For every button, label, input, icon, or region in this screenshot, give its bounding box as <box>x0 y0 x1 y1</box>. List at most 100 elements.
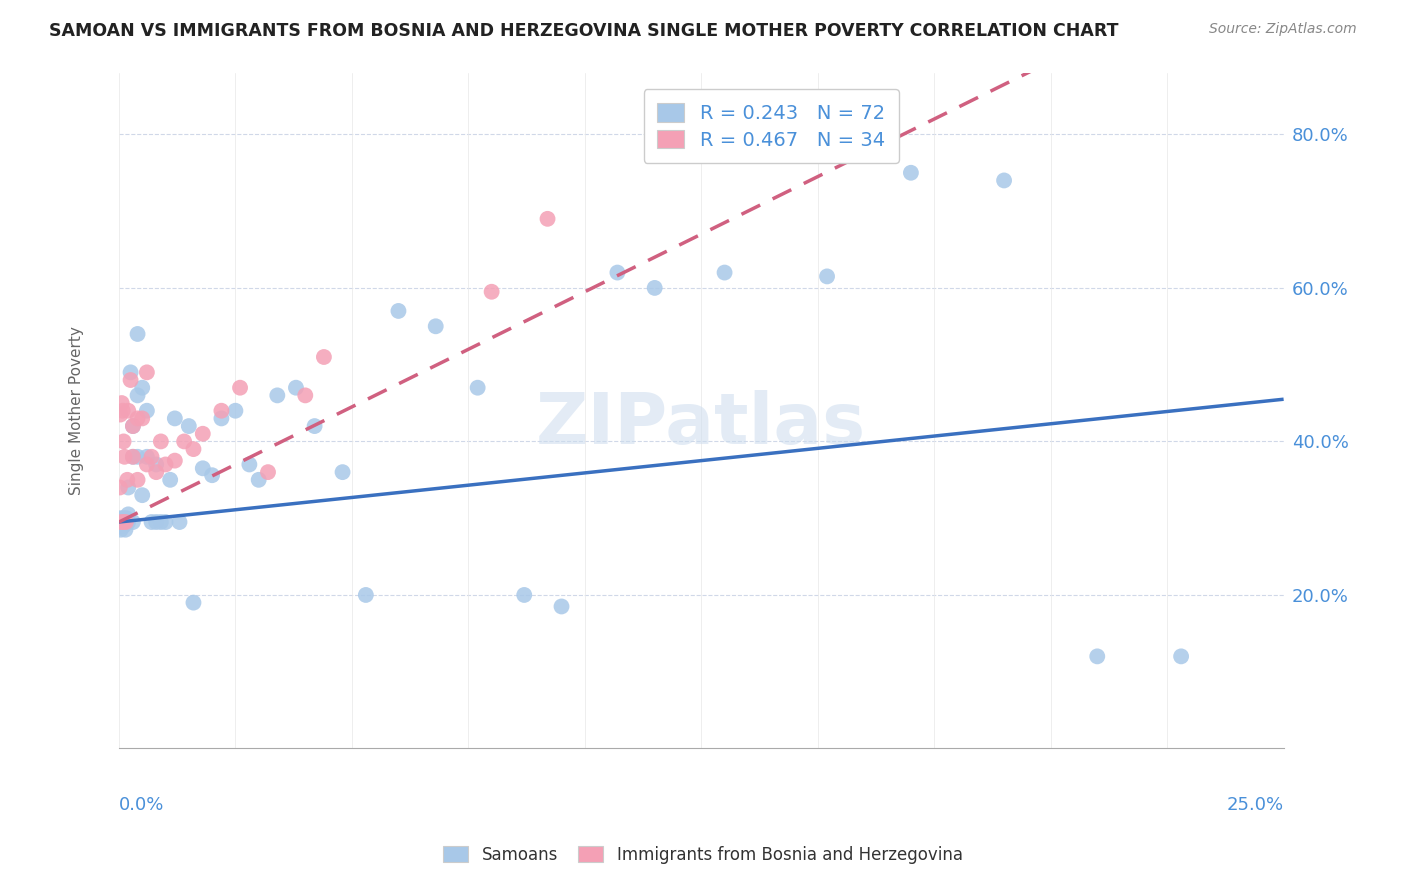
Point <box>112 434 135 449</box>
Point <box>114 515 136 529</box>
Point <box>112 511 135 525</box>
Point <box>111 515 134 529</box>
Point <box>191 461 214 475</box>
Point <box>127 411 149 425</box>
Point <box>149 515 172 529</box>
Point <box>425 319 447 334</box>
Point <box>117 473 139 487</box>
Point <box>108 515 131 529</box>
Point <box>191 426 214 441</box>
Point <box>131 411 153 425</box>
Point <box>111 403 134 417</box>
Point <box>387 304 409 318</box>
Point <box>229 381 252 395</box>
Point <box>481 285 503 299</box>
Point <box>135 403 157 417</box>
Point <box>467 381 489 395</box>
Point <box>122 450 145 464</box>
Point <box>115 511 138 525</box>
Point <box>155 458 177 472</box>
Point <box>112 515 135 529</box>
Point <box>1085 649 1108 664</box>
Point <box>201 468 224 483</box>
Point <box>110 408 132 422</box>
Point <box>815 269 838 284</box>
Text: 25.0%: 25.0% <box>1226 796 1284 814</box>
Point <box>536 211 558 226</box>
Legend: Samoans, Immigrants from Bosnia and Herzegovina: Samoans, Immigrants from Bosnia and Herz… <box>437 839 969 871</box>
Point <box>111 519 134 533</box>
Point <box>135 365 157 379</box>
Point <box>120 365 142 379</box>
Point <box>108 481 131 495</box>
Point <box>169 515 191 529</box>
Point <box>312 350 335 364</box>
Point <box>183 442 205 456</box>
Text: SAMOAN VS IMMIGRANTS FROM BOSNIA AND HERZEGOVINA SINGLE MOTHER POVERTY CORRELATI: SAMOAN VS IMMIGRANTS FROM BOSNIA AND HER… <box>49 22 1119 40</box>
Point <box>209 403 232 417</box>
Point <box>117 515 139 529</box>
Point <box>550 599 572 614</box>
Point <box>112 515 135 529</box>
Point <box>110 515 132 529</box>
Point <box>173 434 195 449</box>
Point <box>1170 649 1192 664</box>
Point <box>238 458 260 472</box>
Point <box>266 388 288 402</box>
Point <box>117 515 139 529</box>
Point <box>127 326 149 341</box>
Point <box>644 281 666 295</box>
Point <box>135 450 157 464</box>
Point <box>131 381 153 395</box>
Point <box>127 388 149 402</box>
Text: Source: ZipAtlas.com: Source: ZipAtlas.com <box>1209 22 1357 37</box>
Point <box>141 515 163 529</box>
Text: 0.0%: 0.0% <box>120 796 165 814</box>
Point <box>122 515 145 529</box>
Point <box>163 411 186 425</box>
Point <box>177 419 200 434</box>
Point <box>141 450 163 464</box>
Point <box>993 173 1015 187</box>
Point <box>145 458 167 472</box>
Point <box>115 515 138 529</box>
Point <box>115 515 138 529</box>
Point <box>114 515 136 529</box>
Legend: R = 0.243   N = 72, R = 0.467   N = 34: R = 0.243 N = 72, R = 0.467 N = 34 <box>644 89 898 163</box>
Text: ZIPatlas: ZIPatlas <box>536 390 866 458</box>
Point <box>247 473 270 487</box>
Point <box>163 453 186 467</box>
Point <box>900 166 922 180</box>
Point <box>513 588 536 602</box>
Point <box>159 473 181 487</box>
Point <box>304 419 326 434</box>
Point <box>110 523 132 537</box>
Point <box>354 588 377 602</box>
Point <box>131 488 153 502</box>
Point <box>145 465 167 479</box>
Point <box>224 403 246 417</box>
Point <box>111 515 134 529</box>
Point <box>606 266 628 280</box>
Point <box>209 411 232 425</box>
Point <box>111 396 134 410</box>
Point <box>110 511 132 525</box>
Point <box>117 481 139 495</box>
Point <box>110 515 132 529</box>
Point <box>155 515 177 529</box>
Point <box>122 419 145 434</box>
Point <box>713 266 735 280</box>
Point <box>257 465 280 479</box>
Point <box>294 388 316 402</box>
Point <box>122 419 145 434</box>
Y-axis label: Single Mother Poverty: Single Mother Poverty <box>69 326 84 495</box>
Point <box>114 450 136 464</box>
Point <box>332 465 354 479</box>
Point <box>284 381 307 395</box>
Point <box>117 403 139 417</box>
Point <box>114 523 136 537</box>
Point <box>149 434 172 449</box>
Point <box>135 458 157 472</box>
Point <box>145 515 167 529</box>
Point <box>183 596 205 610</box>
